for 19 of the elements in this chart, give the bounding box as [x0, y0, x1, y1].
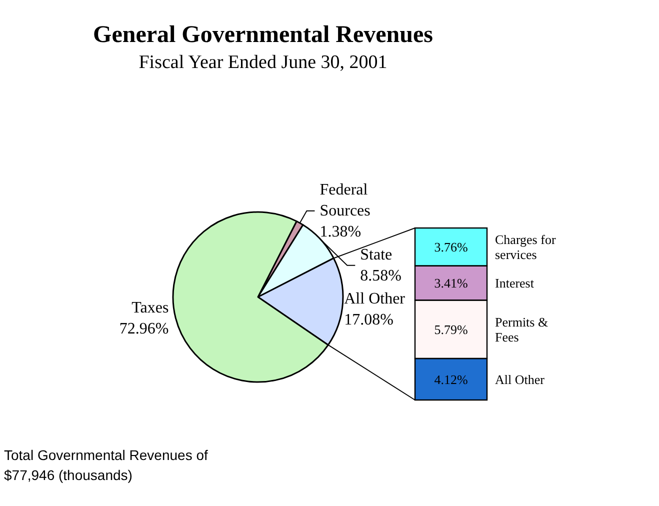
data-label: 8.58% [360, 267, 402, 284]
data-label: 17.08% [344, 311, 394, 328]
data-label: 1.38% [320, 223, 362, 240]
series-label: Interest [495, 276, 534, 291]
slice-label: Taxes [132, 300, 169, 317]
legend-label: State [360, 246, 392, 264]
data-label: 4.12% [434, 372, 468, 387]
series-label: Permits & Fees [495, 314, 552, 344]
data-label: 3.76% [434, 239, 468, 254]
slice-label: Federal Sources [320, 181, 372, 220]
data-label: 3.41% [434, 276, 468, 291]
data-label: 5.79% [434, 322, 468, 337]
chart-title: General Governmental Revenues [93, 22, 433, 48]
slice-label: All Other [344, 290, 406, 308]
chart-subtitle: Fiscal Year Ended June 30, 2001 [138, 52, 388, 73]
text: Total Governmental Revenues of $77,946 (thousands) [4, 447, 212, 483]
data-label: 72.96% [119, 320, 169, 338]
series-label: All Other [495, 372, 546, 387]
series-label: Charges for services [495, 232, 560, 262]
